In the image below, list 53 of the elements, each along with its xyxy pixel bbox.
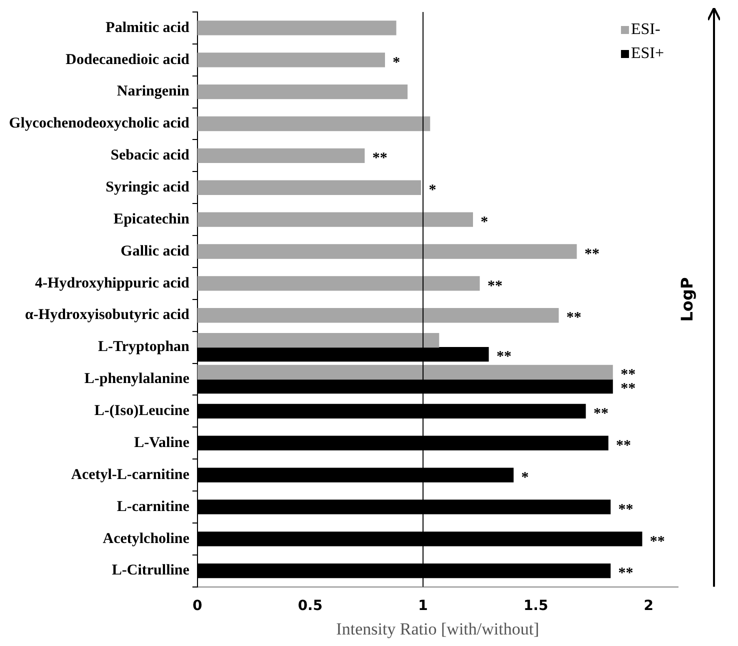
y-tick-label: L-Tryptophan <box>98 339 190 356</box>
x-tick-label: 0.5 <box>298 598 323 614</box>
x-axis-title: Intensity Ratio [with/without] <box>336 619 540 638</box>
annotation: ** <box>566 310 582 326</box>
y-tick-label: L-Valine <box>134 434 190 451</box>
bar <box>197 276 480 291</box>
y-tick-label: Palmitic acid <box>106 20 190 36</box>
bar <box>197 20 396 36</box>
bar <box>197 212 474 227</box>
bar <box>197 148 365 164</box>
annotation: LogP <box>677 277 696 322</box>
y-tick-label: Acetyl-L-carnitine <box>71 466 190 483</box>
y-tick-label: L-phenylalanine <box>84 371 190 388</box>
annotation: * <box>480 214 488 230</box>
annotation: * <box>521 470 529 486</box>
annotation: ** <box>584 246 600 262</box>
annotation: ** <box>618 502 634 518</box>
y-tick-label: L-carnitine <box>116 498 190 515</box>
bar <box>197 308 559 323</box>
x-tick-label: 0 <box>192 598 203 614</box>
annotation: ** <box>487 278 502 294</box>
y-tick-label: Sebacic acid <box>110 148 190 164</box>
bar <box>197 116 430 132</box>
annotation: * <box>428 182 436 199</box>
x-tick-label: 2 <box>644 598 654 614</box>
annotation: * <box>392 54 400 71</box>
annotation: ** <box>650 534 665 550</box>
y-tick-label: Syringic acid <box>106 180 190 196</box>
annotation: ** <box>620 381 636 398</box>
bar <box>197 52 386 68</box>
y-tick-label: Naringenin <box>116 84 190 100</box>
bar <box>197 244 577 259</box>
y-tick-label: Acetylcholine <box>102 530 190 547</box>
y-tick-label: Dodecanedioic acid <box>66 52 190 68</box>
annotation: ** <box>620 367 636 384</box>
annotation: ** <box>593 406 608 422</box>
y-tick-label: L-Citrulline <box>112 562 190 579</box>
y-tick-label: Epicatechin <box>114 211 190 228</box>
annotation: ** <box>372 150 388 167</box>
annotation: ** <box>496 349 512 366</box>
legend-label: ESI+ <box>630 45 664 62</box>
y-tick-label: L-(Iso)Leucine <box>94 403 190 420</box>
bar <box>197 180 422 195</box>
y-tick-label: Glycochenodeoxycholic acid <box>8 116 190 132</box>
legend-label: ESI- <box>630 21 660 38</box>
y-tick-label: 4-Hydroxyhippuric acid <box>35 275 190 292</box>
annotation: ** <box>616 438 632 454</box>
bar <box>197 84 408 100</box>
y-tick-label: Gallic acid <box>120 243 190 260</box>
annotation: ** <box>618 566 634 582</box>
x-tick-label: 1 <box>418 598 428 614</box>
x-tick-label: 1.5 <box>523 598 548 614</box>
y-tick-label: α-Hydroxyisobutyric acid <box>25 307 190 324</box>
